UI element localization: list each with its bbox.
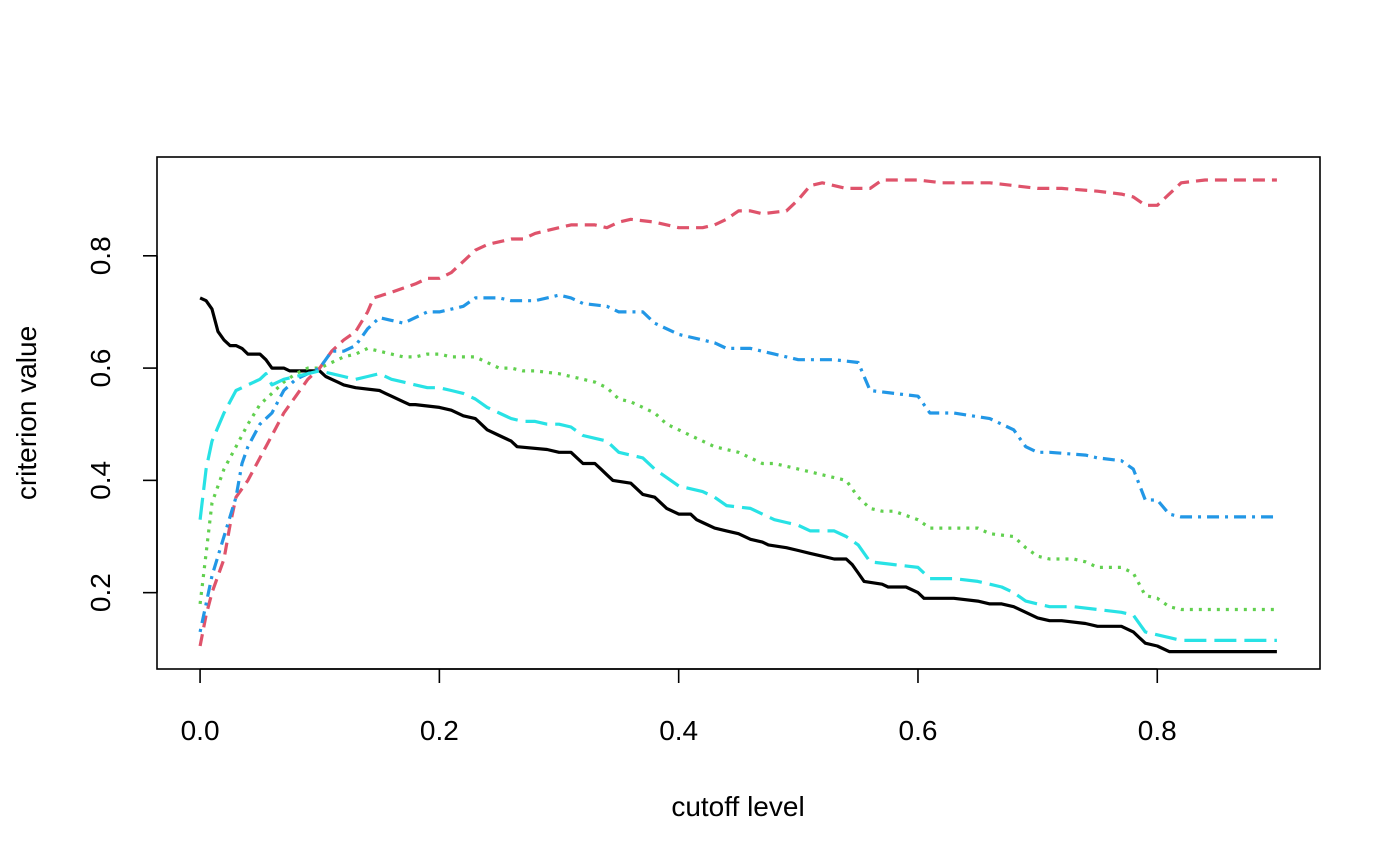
y-tick-label: 0.8 — [85, 236, 116, 275]
series-layer — [198, 178, 1277, 654]
y-tick-label: 0.2 — [85, 573, 116, 612]
x-tick-label: 0.2 — [420, 715, 459, 746]
series-line-3 — [198, 346, 1277, 612]
x-tick-label: 0.6 — [899, 715, 938, 746]
y-tick-label: 0.6 — [85, 349, 116, 388]
y-tick-label: 0.4 — [85, 461, 116, 500]
x-tick-label: 0.8 — [1138, 715, 1177, 746]
series-line-1 — [199, 296, 1277, 654]
x-axis: 0.0 0.2 0.4 0.6 0.8 — [181, 668, 1177, 746]
y-axis-label: criterion value — [11, 326, 42, 500]
x-tick-label: 0.4 — [659, 715, 698, 746]
series-line-5 — [198, 369, 1277, 643]
series-line-2 — [198, 178, 1277, 647]
y-axis: 0.2 0.4 0.6 0.8 — [85, 236, 158, 612]
x-tick-label: 0.0 — [181, 715, 220, 746]
x-axis-label: cutoff level — [671, 791, 804, 822]
series-line-4 — [198, 293, 1277, 633]
